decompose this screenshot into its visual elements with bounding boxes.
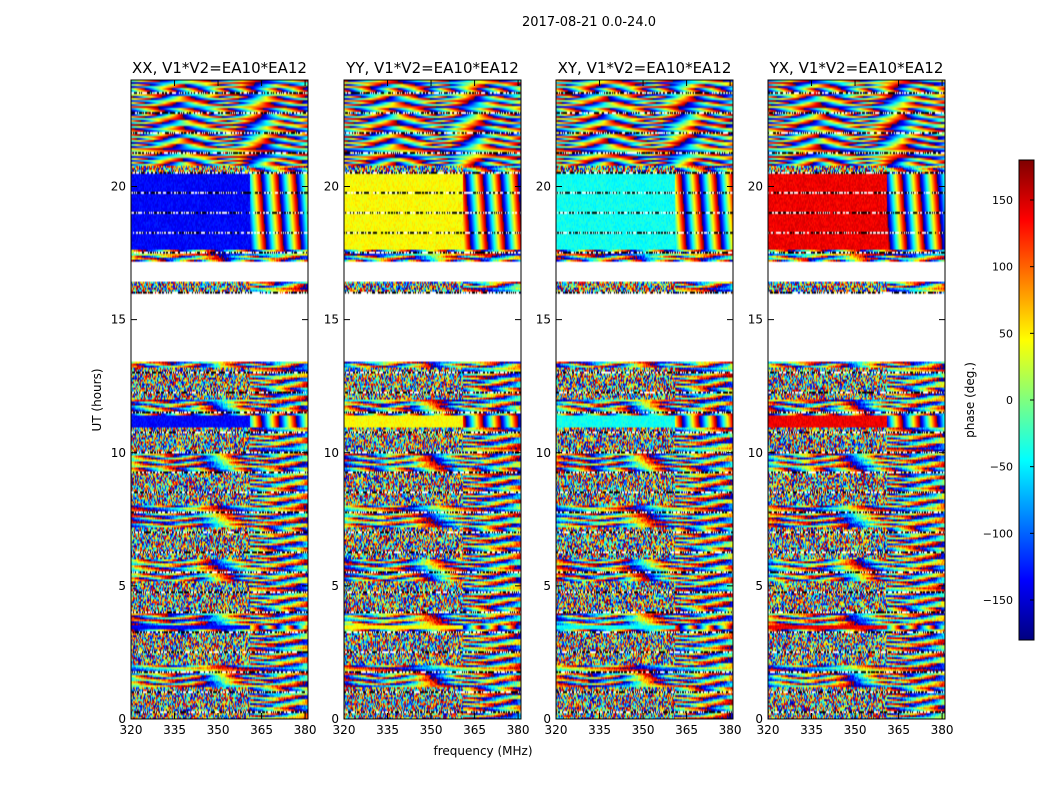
y-tick-label-2-2: 10 xyxy=(536,446,551,460)
x-tick-label-0-0: 320 xyxy=(120,723,143,737)
colorbar-tick-label-6: −150 xyxy=(983,594,1013,607)
x-tick-label-2-3: 365 xyxy=(675,723,698,737)
colorbar-tick-label-1: 100 xyxy=(992,261,1013,274)
y-tick-label-3-2: 10 xyxy=(748,446,763,460)
panel-3: YX, V1*V2=EA10*EA12 320 335 350 365 380 0 5 10 15… xyxy=(748,59,954,737)
y-tick-label-0-1: 5 xyxy=(118,579,126,593)
panel-frame-0 xyxy=(130,79,309,720)
x-tick-label-0-4: 380 xyxy=(294,723,317,737)
x-tick-label-1-2: 350 xyxy=(420,723,443,737)
panel-title-3: YX, V1*V2=EA10*EA12 xyxy=(769,59,944,77)
x-tick-label-2-1: 335 xyxy=(588,723,611,737)
y-tick-label-0-3: 15 xyxy=(111,313,126,327)
y-tick-label-1-4: 20 xyxy=(324,180,339,194)
y-tick-label-1-2: 10 xyxy=(324,446,339,460)
x-tick-label-1-1: 335 xyxy=(376,723,399,737)
panel-title-1: YY, V1*V2=EA10*EA12 xyxy=(345,59,519,77)
y-tick-label-0-2: 10 xyxy=(111,446,126,460)
x-axis-label: frequency (MHz) xyxy=(433,744,532,758)
y-tick-label-3-3: 15 xyxy=(748,313,763,327)
x-tick-label-1-4: 380 xyxy=(507,723,530,737)
heatmap-image-0 xyxy=(131,80,308,719)
colorbar-label: phase (deg.) xyxy=(963,362,977,438)
y-axis-label: UT (hours) xyxy=(90,368,104,431)
y-tick-label-2-1: 5 xyxy=(543,579,551,593)
panels-group: XX, V1*V2=EA10*EA12 320 335 350 365 380 0 5 10 15… xyxy=(111,59,954,737)
heatmap-image-1 xyxy=(344,80,521,719)
colorbar-tick-label-0: 150 xyxy=(992,194,1013,207)
colorbar-tick-label-4: −50 xyxy=(990,461,1013,474)
panel-0: XX, V1*V2=EA10*EA12 320 335 350 365 380 0 5 10 15… xyxy=(111,59,317,737)
x-tick-label-0-3: 365 xyxy=(250,723,273,737)
y-tick-label-2-0: 0 xyxy=(543,712,551,726)
panel-title-2: XY, V1*V2=EA10*EA12 xyxy=(558,59,732,77)
y-tick-label-1-1: 5 xyxy=(331,579,339,593)
x-tick-label-1-3: 365 xyxy=(463,723,486,737)
x-tick-label-3-2: 350 xyxy=(844,723,867,737)
x-tick-label-2-0: 320 xyxy=(545,723,568,737)
y-tick-label-2-4: 20 xyxy=(536,180,551,194)
y-tick-label-3-1: 5 xyxy=(755,579,763,593)
x-tick-label-3-3: 365 xyxy=(887,723,910,737)
heatmap-image-3 xyxy=(768,80,945,719)
x-tick-label-0-1: 335 xyxy=(163,723,186,737)
y-tick-label-3-4: 20 xyxy=(748,180,763,194)
colorbar-tick-label-2: 50 xyxy=(999,327,1013,340)
x-tick-label-1-0: 320 xyxy=(333,723,356,737)
panel-1: YY, V1*V2=EA10*EA12 320 335 350 365 380 0 5 10 15… xyxy=(324,59,530,737)
colorbar-tick-label-3: 0 xyxy=(1006,394,1013,407)
colorbar-tick-label-5: −100 xyxy=(983,527,1013,540)
y-tick-label-2-3: 15 xyxy=(536,313,551,327)
panel-frame-3 xyxy=(767,79,946,720)
suptitle: 2017-08-21 0.0-24.0 xyxy=(522,15,656,30)
x-tick-label-0-2: 350 xyxy=(207,723,230,737)
heatmap-image-2 xyxy=(556,80,733,719)
y-tick-label-0-0: 0 xyxy=(118,712,126,726)
x-tick-label-2-2: 350 xyxy=(632,723,655,737)
y-tick-label-1-0: 0 xyxy=(331,712,339,726)
y-tick-label-1-3: 15 xyxy=(324,313,339,327)
x-tick-label-2-4: 380 xyxy=(719,723,742,737)
panel-frame-2 xyxy=(555,79,734,720)
y-tick-label-3-0: 0 xyxy=(755,712,763,726)
x-tick-label-3-4: 380 xyxy=(931,723,954,737)
panel-frame-1 xyxy=(343,79,522,720)
y-tick-label-0-4: 20 xyxy=(111,180,126,194)
panel-2: XY, V1*V2=EA10*EA12 320 335 350 365 380 0 5 10 15… xyxy=(536,59,742,737)
x-tick-label-3-1: 335 xyxy=(800,723,823,737)
x-tick-label-3-0: 320 xyxy=(757,723,780,737)
panel-title-0: XX, V1*V2=EA10*EA12 xyxy=(132,59,307,77)
colorbar: 150 100 50 0 −50 −100 −150 xyxy=(983,159,1035,641)
